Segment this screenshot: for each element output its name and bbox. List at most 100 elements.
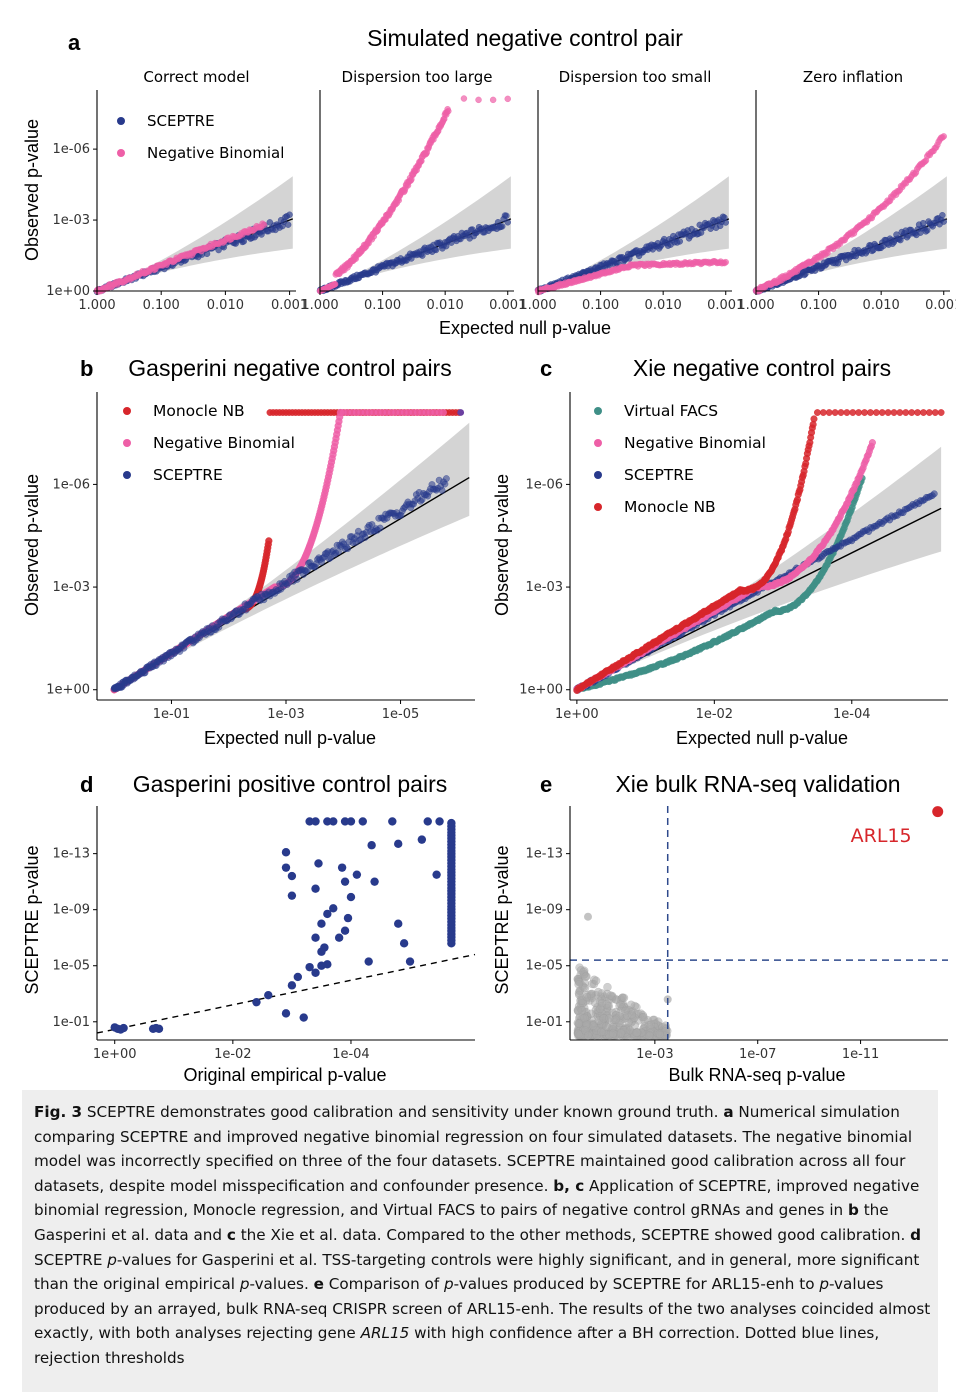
d-sceptre-point — [417, 835, 427, 844]
a2-xtick-label: 0.010 — [427, 298, 464, 313]
a2-xtick-label: 0.100 — [364, 298, 401, 313]
a3-xtick-label: 1.000 — [519, 298, 556, 313]
panel-e-xlabel: Bulk RNA-seq p-value — [668, 1065, 845, 1085]
b-ytick-label: 1e-06 — [52, 477, 90, 492]
caption-b-label: b — [848, 1201, 859, 1220]
d-sceptre-point — [435, 817, 444, 826]
e-grey-point — [616, 1029, 626, 1038]
e-grey-point — [608, 1029, 618, 1038]
b-xtick-label: 1e-03 — [267, 707, 305, 722]
d-reference-line — [96, 953, 476, 1034]
a2-xtick-label: 1.000 — [301, 298, 338, 313]
panel-a: Correct model 1.000 0.100 0.010 0.001 1e+00 1e… — [22, 25, 956, 338]
d-sceptre-point — [317, 919, 326, 928]
d-sceptre-point — [432, 870, 441, 879]
panel-a-legend-key — [117, 149, 125, 157]
d-xtick-label: 1e+00 — [93, 1047, 137, 1062]
e-xtick-label: 1e-07 — [739, 1047, 777, 1062]
a2-strip-label: Dispersion too large — [342, 68, 493, 86]
a1-strip-label: Correct model — [143, 68, 249, 86]
a4-sceptre-point — [940, 218, 947, 225]
e-grey-point — [594, 987, 603, 997]
d-sceptre-point — [293, 972, 303, 982]
figure-caption: Fig. 3 SCEPTRE demonstrates good calibra… — [34, 1100, 934, 1371]
d-sceptre-point — [423, 817, 432, 826]
e-grey-point — [591, 976, 601, 985]
panel-b-legend-label: Monocle NB — [153, 402, 245, 420]
d-sceptre-point — [281, 1009, 291, 1018]
a3-sceptre-point — [676, 238, 683, 245]
c-monocle-point — [810, 415, 818, 423]
e-ytick-label: 1e-05 — [525, 959, 563, 974]
d-sceptre-point — [323, 960, 332, 969]
caption-e-text-1: Comparison of — [323, 1275, 444, 1294]
b-sceptre-point — [438, 487, 446, 494]
a3-strip-label: Dispersion too small — [559, 68, 712, 86]
e-xtick-label: 1e-11 — [842, 1047, 880, 1062]
panel-c-title: Xie negative control pairs — [633, 355, 891, 381]
d-sceptre-point — [334, 933, 344, 942]
panel-d-plot: 1e+00 1e-02 1e-04 1e-01 1e-05 1e-09 1e-13 — [52, 806, 476, 1062]
facet-a4: Zero inflation 1.000 0.100 0.010 0.001 — [737, 68, 956, 313]
e-grey-point — [580, 1013, 589, 1023]
a4-xtick-label: 0.010 — [863, 298, 900, 313]
e-grey-point — [627, 1010, 637, 1019]
d-sceptre-point — [323, 909, 332, 919]
c-monocle-point — [920, 409, 927, 416]
c-monocle-point — [843, 409, 851, 416]
a2-sceptre-point — [504, 219, 511, 226]
a2-negbin-point — [445, 107, 452, 115]
panel-c-legend-key — [594, 503, 602, 511]
panel-c-legend-label: Negative Binomial — [624, 434, 766, 452]
panel-b-title: Gasperini negative control pairs — [128, 355, 451, 381]
c-ytick-label: 1e-03 — [525, 580, 563, 595]
b-sceptre-point — [293, 575, 301, 583]
panels-b-c: 1e-01 1e-03 1e-05 1e+00 1e-03 1e-06 1e+00 1e-02… — [22, 355, 948, 748]
panel-b-legend-key — [123, 407, 131, 415]
c-monocle-point — [884, 409, 892, 416]
a3-sceptre-point — [722, 219, 729, 226]
panel-b-legend-key — [123, 439, 131, 447]
a1-ytick-label: 1e-03 — [52, 213, 90, 228]
e-ytick-label: 1e-13 — [525, 847, 563, 862]
a3-xtick-label: 0.001 — [707, 298, 744, 313]
d-sceptre-point — [399, 939, 409, 948]
e-grey-point — [574, 980, 583, 989]
c-monocle-point — [914, 409, 921, 416]
d-sceptre-point — [299, 1013, 308, 1022]
e-grey-point — [597, 998, 607, 1008]
e-grey-point — [574, 1029, 583, 1039]
c-monocle-point — [890, 409, 898, 416]
facet-a1: Correct model 1.000 0.100 0.010 0.001 1e+00 1e… — [46, 68, 308, 313]
c-monocle-point — [902, 409, 910, 416]
caption-d-label: d — [910, 1225, 922, 1244]
a2-negbin-point — [460, 95, 468, 102]
d-sceptre-point — [340, 926, 350, 935]
panel-d-title: Gasperini positive control pairs — [133, 771, 447, 797]
panel-c-legend-key — [594, 471, 602, 479]
c-monocle-point — [908, 409, 916, 416]
panel-e-letter: e — [540, 772, 552, 797]
d-sceptre-point — [119, 1023, 128, 1033]
c-sceptre-point — [930, 490, 938, 498]
d-sceptre-point — [311, 884, 320, 893]
c-monocle-point — [867, 409, 874, 416]
e-grey-point — [605, 1014, 614, 1023]
c-ytick-label: 1e+00 — [519, 683, 563, 698]
e-grey-point — [583, 1031, 593, 1040]
c-monocle-point — [896, 409, 904, 416]
panel-a-letter: a — [68, 30, 81, 55]
d-sceptre-point — [358, 817, 367, 826]
panel-b-xlabel: Expected null p-value — [204, 728, 376, 748]
d-sceptre-point — [370, 877, 379, 886]
panel-b-letter: b — [80, 356, 93, 381]
caption-e-label: e — [313, 1275, 324, 1294]
panel-d-letter: d — [80, 772, 93, 797]
b-monocle-point — [265, 537, 273, 545]
c-monocle-point — [855, 409, 863, 416]
c-monocle-point — [872, 409, 880, 416]
c-monocle-point — [861, 409, 868, 416]
a4-negbin-point — [940, 133, 947, 140]
panel-d-xlabel: Original empirical p-value — [183, 1065, 386, 1085]
